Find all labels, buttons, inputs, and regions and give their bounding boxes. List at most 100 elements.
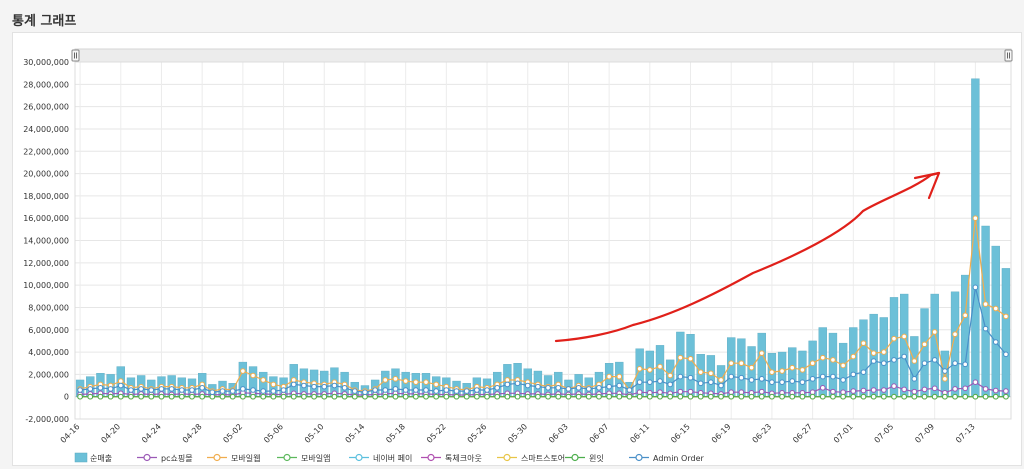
data-point <box>97 393 104 400</box>
x-tick-label: 05-18 <box>384 422 407 445</box>
data-point <box>972 215 979 221</box>
data-point <box>982 386 989 392</box>
data-point <box>657 393 663 400</box>
data-point <box>484 387 490 393</box>
data-point <box>463 393 470 400</box>
data-point <box>128 387 134 393</box>
legend-label: 모바일앱 <box>301 453 330 463</box>
data-point <box>758 350 765 356</box>
data-point <box>819 384 826 391</box>
data-point <box>250 372 256 379</box>
bar <box>920 308 929 397</box>
data-point <box>555 384 562 391</box>
data-point <box>290 381 297 388</box>
legend-label: 톡체크아웃 <box>445 453 482 463</box>
data-point <box>870 350 877 356</box>
data-point <box>514 393 521 400</box>
x-tick-label: 04-28 <box>181 422 204 445</box>
bar <box>889 297 899 397</box>
navigator-right-handle[interactable] <box>1004 49 1013 62</box>
legend-swatch <box>143 453 151 462</box>
data-point <box>636 389 643 396</box>
data-point <box>413 379 419 385</box>
data-point <box>850 371 857 378</box>
data-point <box>728 360 735 367</box>
legend-swatch <box>503 453 511 462</box>
x-axis: 04-16 04-20 04-24 04-28 05-02 05-06 05-10 05-14… <box>59 422 977 445</box>
data-point <box>382 393 389 400</box>
data-point <box>758 376 765 382</box>
data-point <box>77 387 83 393</box>
y-tick-label: 26,000,000 <box>23 103 69 112</box>
data-point <box>504 377 511 383</box>
data-point <box>952 386 958 392</box>
data-point <box>901 393 907 400</box>
data-point <box>474 387 480 393</box>
data-point <box>697 380 704 387</box>
data-point <box>677 393 684 400</box>
data-point <box>687 393 694 400</box>
bar <box>655 345 665 397</box>
x-tick-label: 05-02 <box>221 422 244 445</box>
data-point <box>606 383 612 390</box>
data-point <box>107 393 114 400</box>
data-point <box>911 376 918 382</box>
navigator-left-handle[interactable] <box>71 49 80 62</box>
x-tick-label: 06-11 <box>628 422 651 445</box>
data-point <box>413 393 419 400</box>
data-point <box>789 393 796 400</box>
data-point <box>260 393 267 400</box>
data-point <box>575 393 582 400</box>
data-point <box>748 377 755 383</box>
data-point <box>484 393 490 400</box>
x-tick-label: 05-22 <box>425 422 448 445</box>
data-point <box>219 388 226 394</box>
data-point <box>687 388 694 395</box>
data-point <box>647 379 653 385</box>
y-tick-label: 6,000,000 <box>28 326 69 335</box>
data-point <box>992 339 999 345</box>
data-point <box>280 387 287 393</box>
data-point <box>667 372 673 379</box>
data-point <box>636 365 643 372</box>
y-tick-label: 2,000,000 <box>28 370 69 379</box>
data-point <box>809 389 816 396</box>
legend-swatch <box>355 453 363 462</box>
data-point <box>199 384 205 391</box>
y-tick-label: 8,000,000 <box>28 303 69 312</box>
data-point <box>372 393 378 400</box>
data-point <box>809 360 816 367</box>
data-point <box>657 363 663 370</box>
data-point <box>382 387 389 393</box>
data-point <box>413 387 419 393</box>
data-point <box>392 376 399 382</box>
data-point <box>494 384 501 391</box>
data-point <box>687 374 694 381</box>
data-point <box>931 329 938 335</box>
data-point <box>301 393 307 400</box>
data-point <box>891 357 897 363</box>
data-point <box>921 386 928 393</box>
data-point <box>830 388 836 395</box>
bar <box>757 332 766 397</box>
data-point <box>270 388 277 394</box>
data-point <box>881 349 887 355</box>
range-navigator[interactable] <box>71 48 1013 63</box>
data-point <box>362 393 368 400</box>
data-point <box>830 373 836 380</box>
data-point <box>372 387 378 393</box>
data-point <box>728 373 735 380</box>
legend-swatch <box>213 453 221 462</box>
data-point <box>738 393 745 400</box>
legend-label: 순매출 <box>90 453 112 463</box>
data-point <box>199 393 205 400</box>
data-point <box>789 378 796 384</box>
legend: 순매출 pc쇼핑몰 모바일웹 모바일앱 네이버 페이 톡체크아웃 스마트스토어 윈잇 Admin… <box>74 452 704 463</box>
data-point <box>585 393 592 400</box>
data-point <box>667 381 673 388</box>
bar <box>1001 268 1011 397</box>
data-point <box>443 387 450 393</box>
legend-label: 네이버 페이 <box>373 453 412 463</box>
data-point <box>117 382 124 389</box>
data-point <box>840 393 846 400</box>
